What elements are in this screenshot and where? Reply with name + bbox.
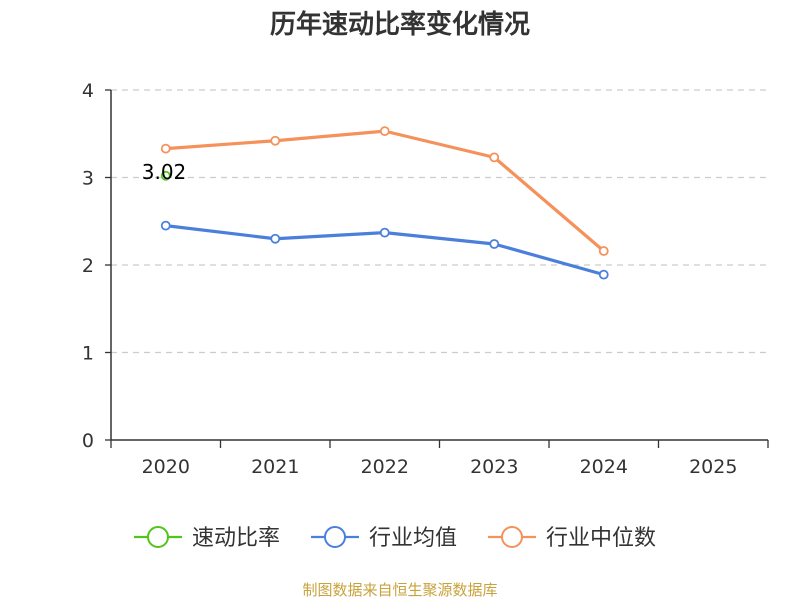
- y-tick-label: 4: [82, 80, 94, 102]
- legend-marker: [147, 526, 169, 548]
- legend-marker: [324, 526, 346, 548]
- x-tick-label: 2024: [580, 456, 628, 478]
- x-tick-label: 2023: [470, 456, 518, 478]
- legend-item[interactable]: 行业中位数: [488, 526, 656, 551]
- source-note: 制图数据来自恒生聚源数据库: [302, 581, 497, 599]
- data-point[interactable]: [270, 135, 281, 146]
- legend-label: 行业均值: [369, 526, 457, 551]
- data-point[interactable]: [160, 143, 171, 154]
- y-tick-label: 3: [82, 168, 94, 190]
- x-tick-label: 2025: [689, 456, 737, 478]
- chart-title: 历年速动比率变化情况: [270, 9, 530, 40]
- x-tick-label: 2020: [142, 456, 190, 478]
- legend-item[interactable]: 行业均值: [311, 526, 457, 551]
- data-label: 3.02: [142, 160, 187, 184]
- x-tick-label: 2022: [361, 456, 409, 478]
- data-point[interactable]: [489, 152, 500, 163]
- data-point[interactable]: [160, 220, 171, 231]
- data-point[interactable]: [270, 233, 281, 244]
- legend-label: 速动比率: [192, 526, 280, 551]
- y-tick-label: 2: [82, 255, 94, 277]
- x-axis-ticks: 2020 2021 2022 2023 2024 2025: [110, 440, 769, 478]
- y-tick-label: 0: [82, 430, 94, 452]
- series-layer: [160, 126, 609, 280]
- data-labels: 3.02: [142, 160, 187, 184]
- legend: 速动比率 行业均值 行业中位数: [134, 526, 656, 551]
- series-0: [160, 170, 171, 181]
- legend-marker: [501, 526, 523, 548]
- grid-lines: [111, 89, 768, 354]
- legend-label: 行业中位数: [546, 526, 656, 551]
- data-point[interactable]: [598, 269, 609, 280]
- data-point[interactable]: [489, 239, 500, 249]
- data-point[interactable]: [598, 246, 609, 256]
- axes: [110, 90, 768, 441]
- data-point[interactable]: [379, 126, 390, 137]
- series-2: [160, 126, 609, 256]
- data-point[interactable]: [160, 170, 171, 181]
- x-tick-label: 2021: [251, 456, 299, 478]
- y-tick-label: 1: [82, 343, 94, 365]
- data-point[interactable]: [379, 227, 390, 238]
- y-axis-ticks: 0 1 2 3 4: [82, 80, 111, 452]
- series-1: [160, 220, 609, 280]
- legend-item[interactable]: 速动比率: [134, 526, 280, 551]
